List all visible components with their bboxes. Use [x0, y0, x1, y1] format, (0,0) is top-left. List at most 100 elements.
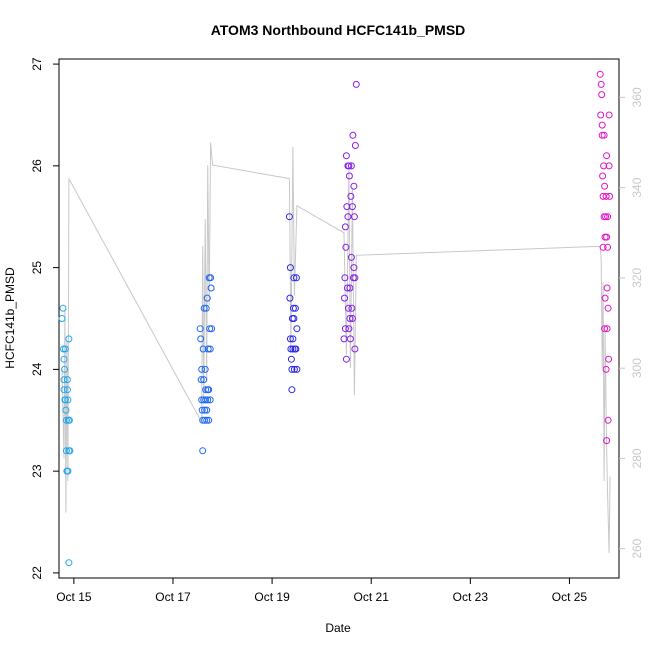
data-point: [350, 182, 358, 190]
data-point: [289, 304, 297, 312]
secondary-line-layer: [61, 142, 611, 554]
data-point: [603, 325, 611, 333]
data-point: [286, 264, 294, 272]
data-point: [287, 355, 295, 363]
data-point: [208, 325, 216, 333]
data-point: [293, 325, 301, 333]
x-axis: Oct 15 Oct 17 Oct 19 Oct 21 Oct 23 Oct 25: [56, 578, 587, 604]
data-point: [202, 304, 210, 312]
data-point: [598, 121, 606, 129]
data-point: [63, 386, 71, 394]
y-tick-label: 24: [30, 362, 44, 376]
data-point: [60, 345, 67, 353]
data-point: [347, 253, 355, 261]
data-point: [60, 386, 68, 394]
data-point: [293, 365, 301, 373]
data-point: [196, 325, 204, 333]
data-point: [600, 131, 608, 139]
data-point: [341, 325, 349, 333]
data-point: [605, 111, 613, 119]
data-point: [64, 467, 72, 475]
data-point: [202, 386, 210, 394]
data-point: [201, 406, 209, 414]
data-point: [289, 345, 297, 353]
y-tick-label: 23: [30, 464, 44, 478]
plot-frame: [58, 58, 620, 579]
data-point: [598, 131, 606, 139]
y-tick-label: 25: [30, 261, 44, 275]
data-point: [65, 559, 73, 567]
data-point: [605, 355, 613, 363]
y2-tick-label: 300: [630, 358, 644, 378]
data-point: [343, 284, 351, 292]
data-point: [62, 416, 70, 424]
data-point: [206, 396, 214, 404]
data-point: [349, 131, 357, 139]
y-tick-label: 22: [30, 566, 44, 580]
data-point: [345, 162, 353, 170]
y-tick-label: 26: [30, 159, 44, 173]
data-point: [606, 192, 614, 200]
data-point: [206, 325, 214, 333]
x-tick-label: Oct 17: [155, 590, 191, 604]
data-point: [292, 345, 300, 353]
data-point: [289, 335, 297, 343]
data-point: [62, 406, 70, 414]
data-point: [203, 294, 211, 302]
data-point: [207, 284, 215, 292]
x-tick-label: Oct 23: [453, 590, 489, 604]
data-point: [344, 304, 352, 312]
chart-title: ATOM3 Northbound HCFC141b_PMSD: [211, 22, 466, 38]
data-point: [348, 315, 356, 322]
data-point: [603, 152, 611, 160]
data-point: [290, 274, 298, 282]
data-point: [351, 345, 359, 353]
y-tick-label: 27: [30, 57, 44, 71]
data-point: [60, 376, 68, 384]
data-point: [286, 335, 294, 343]
data-point: [201, 416, 209, 424]
x-tick-label: Oct 15: [56, 590, 92, 604]
data-point: [599, 243, 607, 251]
y2-tick-label: 360: [630, 87, 644, 107]
data-point: [603, 233, 611, 241]
data-point: [204, 396, 212, 404]
y-axis: 22 23 24 25 26 27: [30, 57, 59, 580]
data-point: [198, 365, 206, 373]
data-point: [604, 416, 612, 424]
y2-tick-label: 260: [630, 538, 644, 558]
data-point: [61, 345, 69, 353]
secondary-series-line: [61, 142, 611, 554]
data-point: [199, 345, 207, 353]
data-point: [198, 406, 206, 414]
data-point: [204, 345, 212, 353]
y-axis-label: HCFC141b_PMSD: [3, 267, 17, 369]
data-point: [346, 335, 354, 343]
data-point: [197, 376, 205, 384]
data-point: [63, 376, 71, 384]
data-point: [59, 304, 67, 312]
x-axis-label: Date: [325, 621, 351, 635]
data-point: [597, 80, 605, 88]
data-point: [61, 365, 68, 373]
x-tick-label: Oct 19: [254, 590, 290, 604]
data-point: [603, 284, 611, 292]
data-point: [64, 396, 72, 404]
data-point: [348, 203, 356, 211]
data-point: [205, 416, 213, 424]
data-point: [596, 70, 604, 78]
data-point: [597, 111, 605, 119]
data-point: [65, 416, 73, 424]
data-point: [197, 335, 205, 343]
data-point: [351, 274, 359, 282]
data-point: [62, 447, 70, 455]
data-point: [598, 91, 606, 99]
data-point: [342, 152, 350, 160]
data-point: [346, 284, 354, 292]
data-point: [605, 162, 613, 170]
data-point: [206, 345, 214, 353]
data-point: [601, 325, 609, 333]
data-point: [604, 243, 612, 251]
data-point: [66, 447, 74, 455]
